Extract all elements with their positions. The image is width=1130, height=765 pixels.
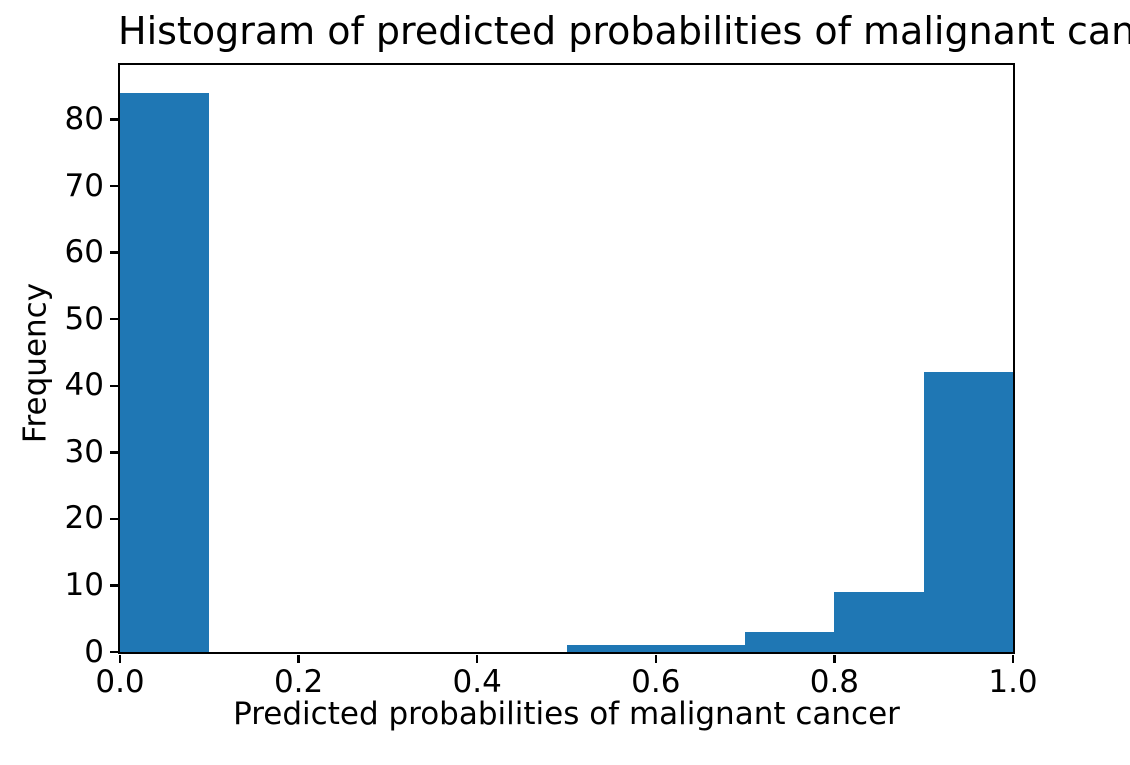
y-tick-label: 40 bbox=[64, 367, 104, 404]
x-tick-label: 0.4 bbox=[452, 664, 502, 700]
histogram-bar bbox=[655, 645, 746, 652]
x-tick-mark bbox=[475, 654, 479, 663]
histogram-bar bbox=[834, 592, 924, 652]
x-tick-label: 0.8 bbox=[809, 664, 860, 700]
chart-title: Histogram of predicted probabilities of … bbox=[118, 9, 1130, 53]
x-tick-mark bbox=[654, 654, 658, 663]
y-axis-label: Frequency bbox=[17, 282, 54, 444]
x-tick-mark bbox=[1011, 654, 1015, 663]
y-tick-label: 20 bbox=[64, 500, 104, 537]
y-tick-label: 10 bbox=[64, 566, 104, 603]
y-tick-mark bbox=[109, 184, 118, 188]
x-tick-label: 0.2 bbox=[273, 664, 324, 700]
x-tick-mark bbox=[833, 654, 836, 663]
plot-area: 0.0 0.2 0.4 0.6 0.8 1.0 0 10 20 30 40 50 60 70 80 bbox=[65, 63, 1038, 698]
x-tick-label: 0.0 bbox=[95, 664, 145, 700]
x-tick-mark bbox=[118, 654, 122, 663]
y-tick-label: 50 bbox=[64, 300, 104, 337]
y-tick-label: 80 bbox=[64, 101, 104, 138]
y-tick-label: 30 bbox=[64, 433, 104, 470]
y-tick-mark bbox=[109, 584, 118, 587]
y-tick-mark bbox=[109, 384, 118, 388]
histogram-bar bbox=[745, 632, 835, 652]
y-tick-label: 0 bbox=[84, 633, 104, 670]
x-axis-label: Predicted probabilities of malignant can… bbox=[233, 696, 900, 732]
histogram-bar bbox=[120, 92, 210, 652]
x-tick-mark bbox=[297, 654, 300, 663]
y-tick-mark bbox=[109, 118, 118, 121]
y-tick-mark bbox=[109, 251, 118, 254]
y-tick-mark bbox=[109, 650, 118, 654]
y-tick-mark bbox=[109, 451, 118, 454]
histogram-bar bbox=[566, 645, 656, 652]
y-tick-label: 70 bbox=[64, 167, 104, 204]
histogram-bar bbox=[923, 372, 1013, 652]
x-tick-label: 0.6 bbox=[631, 664, 681, 700]
y-tick-mark bbox=[109, 317, 118, 321]
x-tick-label: 1.0 bbox=[988, 664, 1038, 700]
y-tick-mark bbox=[109, 517, 118, 521]
y-tick-label: 60 bbox=[64, 234, 104, 271]
